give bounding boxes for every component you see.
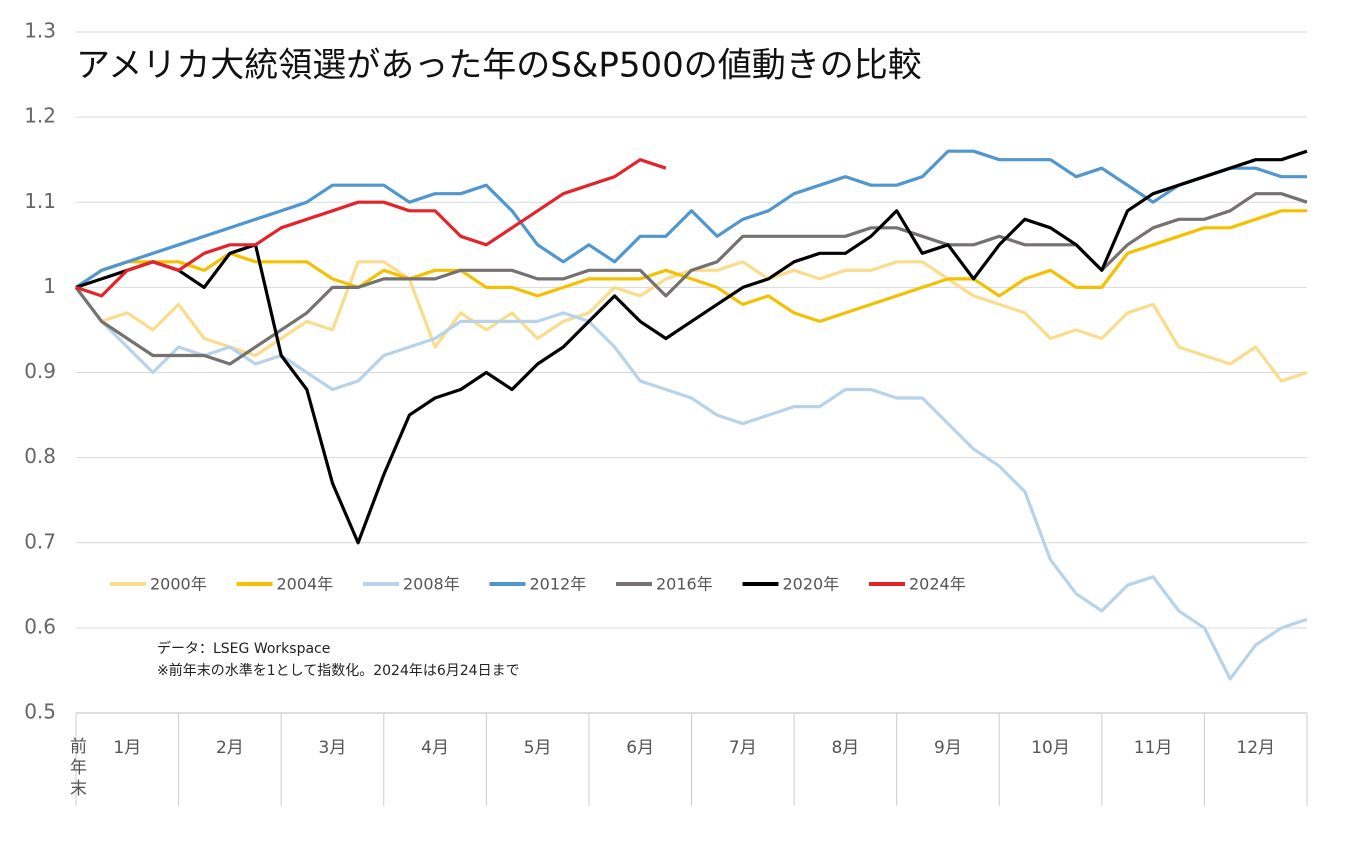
y-tick-label: 0.9: [24, 359, 56, 383]
y-tick-label: 1.2: [24, 104, 56, 128]
legend-label: 2000年: [150, 575, 207, 594]
x-tick-label: 6月: [626, 738, 654, 758]
x-tick-label: 7月: [729, 738, 757, 758]
x-tick-label: 2月: [216, 738, 244, 758]
x-tick-label: 12月: [1236, 738, 1275, 758]
y-tick-label: 0.7: [24, 529, 56, 553]
y-tick-label: 1.3: [24, 19, 56, 43]
series-line: [75, 149, 1308, 545]
x-tick-label: 11月: [1134, 738, 1173, 758]
note: データ：LSEG Workspace: [157, 640, 330, 657]
legend-label: 2004年: [277, 575, 334, 594]
x-tick-label: 前年末: [66, 737, 87, 800]
series-line: [74, 286, 1308, 681]
legend-label: 2020年: [783, 575, 840, 594]
series-line: [75, 209, 1307, 323]
x-tick-label: 5月: [524, 738, 552, 758]
note: ※前年末の水準を1として指数化。2024年は6月24日まで: [157, 662, 520, 679]
y-tick-label: 0.8: [24, 444, 56, 468]
series-line: [75, 149, 1307, 289]
legend-label: 2008年: [403, 575, 460, 594]
x-tick-label: 3月: [319, 738, 347, 758]
x-tick-label: 9月: [934, 738, 962, 758]
x-tick-label: 8月: [831, 738, 859, 758]
x-tick-label: 1月: [113, 738, 141, 758]
y-tick-label: 1.1: [24, 189, 56, 213]
series-line: [75, 158, 667, 298]
legend-label: 2012年: [530, 575, 587, 594]
y-tick-label: 0.5: [24, 700, 56, 724]
y-tick-label: 1: [43, 274, 56, 298]
x-tick-label: 10月: [1031, 738, 1070, 758]
chart-title: アメリカ大統領選があった年のS&P500の値動きの比較: [76, 46, 922, 86]
legend-label: 2024年: [909, 575, 966, 594]
x-tick-label: 4月: [421, 738, 449, 758]
legend-label: 2016年: [656, 575, 713, 594]
y-tick-label: 0.6: [24, 614, 56, 638]
